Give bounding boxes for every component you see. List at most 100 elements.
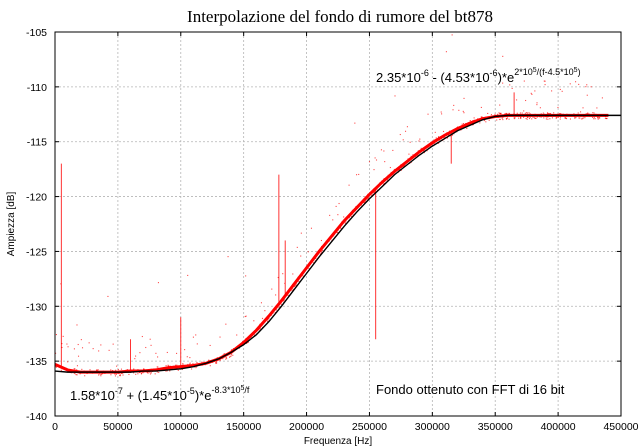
x-tick-label: 0 [52,421,58,433]
noise-point [55,352,57,354]
noise-point [393,168,395,171]
noise-point [435,137,437,139]
noise-point [553,112,555,114]
noise-point [268,318,270,320]
noise-point [598,117,600,119]
noise-point [329,214,331,216]
noise-point [157,356,159,358]
noise-point [441,113,443,115]
noise-point [437,136,440,138]
noise-point [67,346,69,348]
noise-point [80,339,82,341]
noise-point [590,86,592,88]
noise-point [524,113,526,115]
noise-point [555,116,557,119]
noise-point [502,82,504,84]
noise-point [135,373,137,375]
noise-point [540,113,542,115]
noise-point [225,323,227,325]
noise-point [201,361,203,363]
noise-point [232,354,234,356]
noise-point [280,303,282,305]
noise-point [355,174,358,176]
noise-point [496,119,498,121]
noise-point [516,112,518,114]
noise-point [479,122,481,124]
noise-point [222,358,224,360]
noise-point [150,372,152,374]
noise-point [394,95,396,97]
noise-point [548,113,550,115]
noise-point [360,204,362,206]
noise-point [387,179,389,181]
noise-point [581,118,583,120]
noise-point [578,83,580,85]
noise-point [551,117,553,119]
noise-point [275,309,277,311]
noise-point [165,370,167,372]
noise-point [534,90,536,92]
noise-point [61,343,63,345]
noise-point [374,157,376,159]
noise-point [444,136,446,138]
noise-point [555,117,557,119]
noise-point [368,161,371,163]
noise-point [102,373,104,375]
noise-point [511,87,513,89]
noise-point [216,361,218,363]
noise-point [564,116,566,119]
noise-point [529,116,531,118]
noise-point [264,310,266,312]
noise-point [219,336,221,338]
noise-point [229,355,231,358]
noise-point [418,140,420,142]
noise-point [186,356,188,358]
noise-point [523,116,525,118]
noise-point [499,104,501,106]
noise-point [332,219,334,221]
noise-point [96,369,98,371]
noise-point [569,83,571,85]
noise-point [513,118,515,120]
noise-point [402,166,404,168]
noise-point [116,365,118,367]
noise-point [516,99,518,101]
noise-point [536,102,538,104]
noise-point [117,369,119,371]
noise-point [230,349,233,351]
noise-point [505,112,507,114]
noise-point [283,301,285,303]
noise-point [254,334,256,336]
noise-point [245,275,247,277]
noise-point [520,117,522,120]
noise-point [112,369,114,372]
noise-point [483,120,486,122]
noise-point [535,117,537,119]
noise-point [300,255,302,257]
noise-point [261,317,264,319]
noise-point [533,117,536,119]
noise-point [340,227,342,230]
noise-point [244,315,246,318]
noise-point [487,112,489,114]
noise-point [575,81,577,83]
noise-point [363,201,365,204]
noise-point [502,55,504,57]
noise-point [219,359,221,361]
noise-point [462,110,464,112]
noise-point [55,366,57,368]
noise-point [137,373,139,375]
noise-point [176,364,178,366]
noise-point [539,107,541,109]
noise-point [450,135,452,137]
noise-point [545,118,547,120]
noise-point [143,368,145,370]
noise-point [423,150,425,152]
noise-point [76,374,78,376]
noise-point [274,311,276,314]
noise-point [181,368,183,371]
noise-point [417,150,419,152]
x-tick-label: 250000 [352,421,387,433]
noise-point [209,344,211,347]
